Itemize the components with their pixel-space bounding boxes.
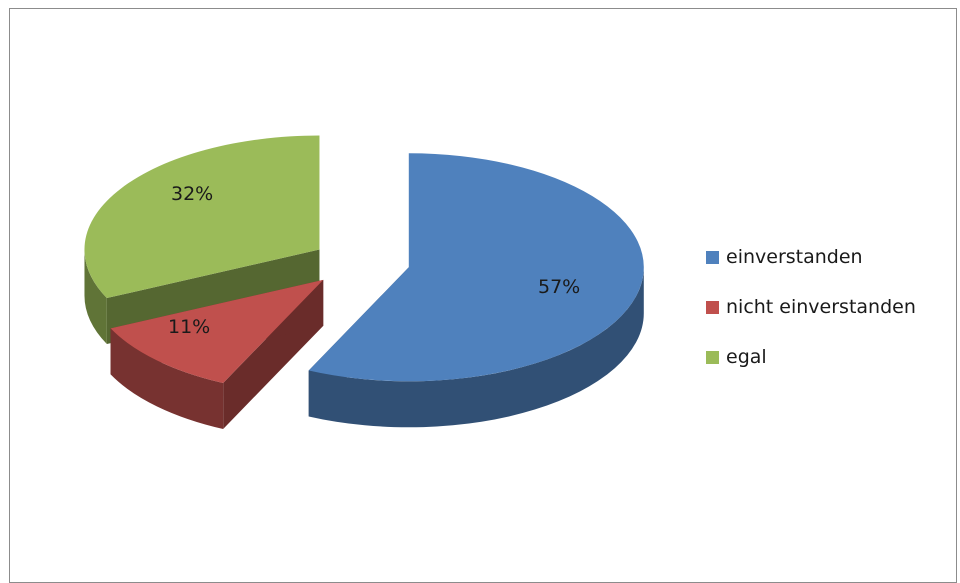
- chart-legend: einverstanden nicht einverstanden egal: [706, 232, 916, 382]
- slice-top: [110, 279, 324, 383]
- legend-swatch-nicht-einverstanden: [706, 301, 719, 314]
- slice-rim: [308, 267, 644, 428]
- legend-swatch-einverstanden: [706, 251, 719, 264]
- legend-item-egal: egal: [706, 332, 916, 382]
- slice-rim: [84, 249, 107, 345]
- data-label-egal: 32%: [171, 183, 213, 205]
- slice-rim: [110, 328, 224, 429]
- data-label-nicht-einverstanden: 11%: [168, 316, 210, 338]
- pie-slice-nicht-einverstanden: [110, 279, 324, 429]
- slice-top: [84, 135, 320, 299]
- legend-label: egal: [726, 346, 767, 368]
- legend-item-einverstanden: einverstanden: [706, 232, 916, 282]
- slice-top: [308, 153, 644, 382]
- legend-label: einverstanden: [726, 246, 863, 268]
- data-label-einverstanden: 57%: [538, 276, 580, 298]
- legend-swatch-egal: [706, 351, 719, 364]
- pie-slice-einverstanden: [308, 153, 644, 428]
- legend-item-nicht-einverstanden: nicht einverstanden: [706, 282, 916, 332]
- legend-label: nicht einverstanden: [726, 296, 916, 318]
